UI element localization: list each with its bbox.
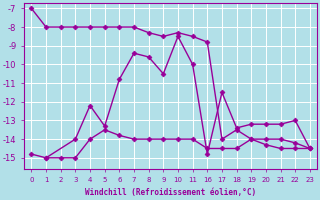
X-axis label: Windchill (Refroidissement éolien,°C): Windchill (Refroidissement éolien,°C) xyxy=(85,188,256,197)
